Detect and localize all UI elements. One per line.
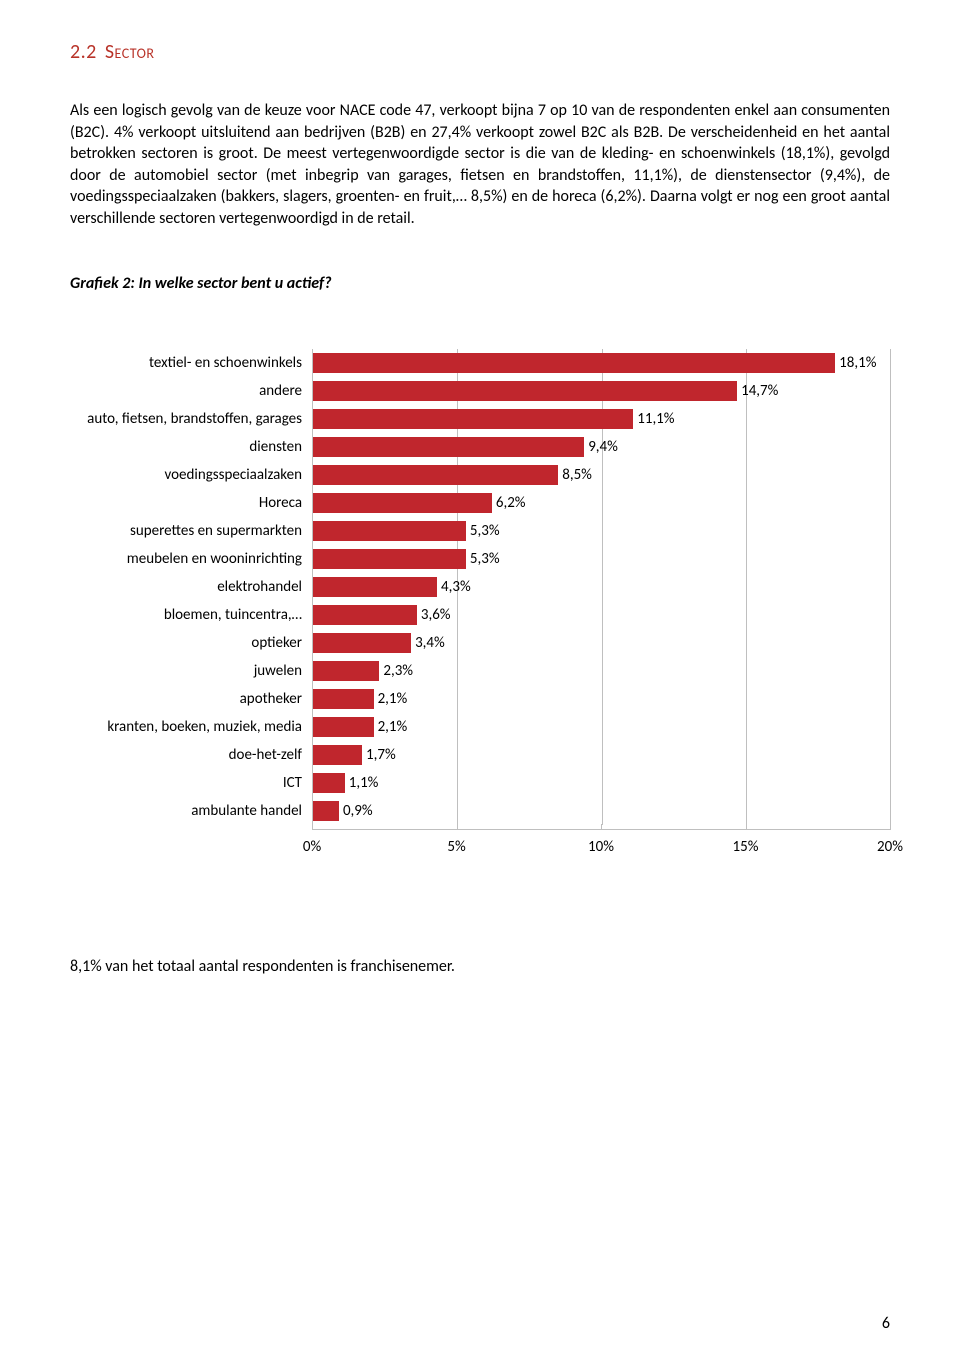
chart-category-label: textiel- en schoenwinkels xyxy=(149,349,302,377)
chart-tick-mark xyxy=(746,824,747,830)
chart-bar xyxy=(313,437,584,457)
chart-x-tick-label: 20% xyxy=(877,838,903,856)
chart-bar xyxy=(313,717,374,737)
chart-bar xyxy=(313,353,835,373)
chart-value-label: 6,2% xyxy=(492,494,526,512)
chart-category-label: doe-het-zelf xyxy=(229,741,302,769)
chart-bar xyxy=(313,465,558,485)
chart-value-label: 1,7% xyxy=(362,746,396,764)
chart-category-label: diensten xyxy=(249,433,302,461)
chart-bar xyxy=(313,605,417,625)
chart-bar-row: 3,6% xyxy=(313,601,890,629)
chart-category-label: kranten, boeken, muziek, media xyxy=(107,713,302,741)
chart-value-label: 8,5% xyxy=(558,466,592,484)
chart-category-label: Horeca xyxy=(259,489,302,517)
chart-category-label: elektrohandel xyxy=(217,573,302,601)
chart-bar xyxy=(313,549,466,569)
chart-category-label: ambulante handel xyxy=(191,797,302,825)
chart-category-label: ICT xyxy=(283,769,302,797)
chart-bar xyxy=(313,689,374,709)
chart-x-axis: 0%5%10%15%20% xyxy=(312,829,890,857)
chart-bar-row: 14,7% xyxy=(313,377,890,405)
chart-x-tick-label: 0% xyxy=(303,838,321,856)
page-number: 6 xyxy=(882,1314,890,1333)
chart-x-tick-label: 5% xyxy=(447,838,465,856)
chart-value-label: 0,9% xyxy=(339,802,373,820)
chart-tick-mark xyxy=(312,824,313,830)
chart-bar xyxy=(313,577,437,597)
chart-bar-row: 9,4% xyxy=(313,433,890,461)
chart-x-tick-label: 10% xyxy=(588,838,614,856)
chart-category-label: voedingsspeciaalzaken xyxy=(165,461,303,489)
chart-category-label: optieker xyxy=(251,629,302,657)
chart-bar-row: 2,1% xyxy=(313,685,890,713)
chart-value-label: 11,1% xyxy=(633,410,674,428)
chart-value-label: 4,3% xyxy=(437,578,471,596)
chart-category-label: juwelen xyxy=(254,657,302,685)
chart-x-tick-label: 15% xyxy=(733,838,759,856)
chart-value-label: 2,3% xyxy=(379,662,413,680)
chart-gridline xyxy=(890,349,891,825)
chart-bar-row: 2,1% xyxy=(313,713,890,741)
chart-value-label: 9,4% xyxy=(584,438,618,456)
chart-bar-row: 5,3% xyxy=(313,517,890,545)
chart-value-label: 3,6% xyxy=(417,606,451,624)
chart-value-label: 2,1% xyxy=(374,718,408,736)
chart-bar-row: 2,3% xyxy=(313,657,890,685)
chart-bar-row: 3,4% xyxy=(313,629,890,657)
chart-category-label: andere xyxy=(259,377,302,405)
chart-caption: Grafiek 2: In welke sector bent u actief… xyxy=(70,274,890,293)
chart-bar-row: 1,1% xyxy=(313,769,890,797)
chart-bar xyxy=(313,409,633,429)
chart-value-label: 18,1% xyxy=(835,354,876,372)
chart-container: textiel- en schoenwinkelsandereauto, fie… xyxy=(52,349,890,857)
chart-bar-row: 4,3% xyxy=(313,573,890,601)
chart-value-label: 14,7% xyxy=(737,382,778,400)
chart-bar-row: 18,1% xyxy=(313,349,890,377)
chart-value-label: 1,1% xyxy=(345,774,379,792)
chart-bar xyxy=(313,801,339,821)
chart-category-label: apotheker xyxy=(240,685,302,713)
chart-category-label: bloemen, tuincentra,… xyxy=(164,601,302,629)
chart-bar-row: 0,9% xyxy=(313,797,890,825)
chart-category-label: meubelen en wooninrichting xyxy=(127,545,302,573)
chart-bar-row: 5,3% xyxy=(313,545,890,573)
chart-bar xyxy=(313,745,362,765)
section-number: 2.2 xyxy=(70,40,97,64)
section-title: Sector xyxy=(105,40,155,64)
chart-bar-row: 8,5% xyxy=(313,461,890,489)
chart-bar xyxy=(313,633,411,653)
footer-paragraph: 8,1% van het totaal aantal respondenten … xyxy=(70,957,890,976)
chart-bar xyxy=(313,381,737,401)
chart-value-label: 5,3% xyxy=(466,522,500,540)
chart-tick-mark xyxy=(601,824,602,830)
chart-bar xyxy=(313,773,345,793)
chart-bar-row: 1,7% xyxy=(313,741,890,769)
chart-value-label: 2,1% xyxy=(374,690,408,708)
chart-bar xyxy=(313,493,492,513)
chart-y-labels: textiel- en schoenwinkelsandereauto, fie… xyxy=(52,349,312,825)
chart-bar xyxy=(313,661,379,681)
chart-tick-mark xyxy=(457,824,458,830)
chart-category-label: superettes en supermarkten xyxy=(130,517,302,545)
chart-category-label: auto, fietsen, brandstoffen, garages xyxy=(87,405,302,433)
chart-bar xyxy=(313,521,466,541)
chart-bar-row: 11,1% xyxy=(313,405,890,433)
chart-value-label: 3,4% xyxy=(411,634,445,652)
chart-tick-mark xyxy=(890,824,891,830)
body-paragraph: Als een logisch gevolg van de keuze voor… xyxy=(70,100,890,230)
chart-plot-area: 18,1% 14,7% 11,1% 9,4% 8,5% 6,2% 5,3% 5,3% 4,3% 3… xyxy=(312,349,890,825)
chart: textiel- en schoenwinkelsandereauto, fie… xyxy=(52,349,890,857)
section-heading: 2.2 Sector xyxy=(70,40,890,64)
chart-bar-row: 6,2% xyxy=(313,489,890,517)
chart-value-label: 5,3% xyxy=(466,550,500,568)
